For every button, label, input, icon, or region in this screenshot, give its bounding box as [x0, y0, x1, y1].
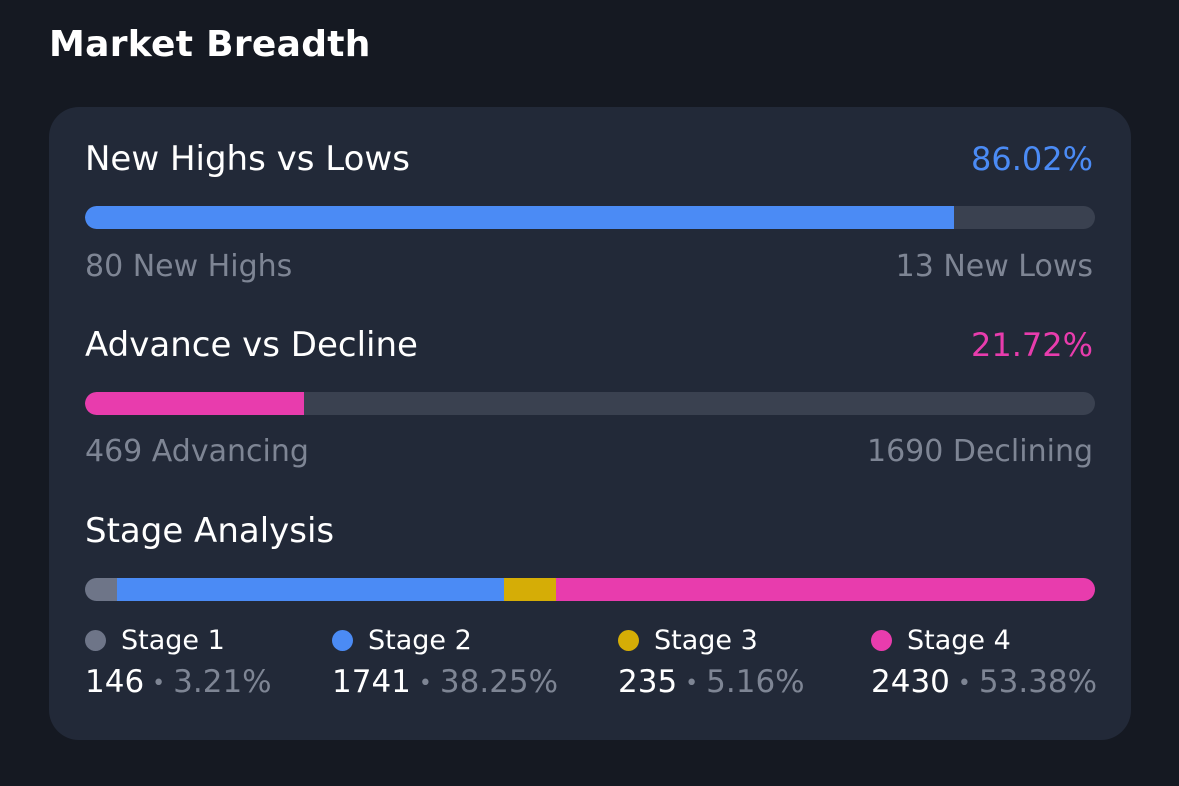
highs-lows-bar-fill — [85, 206, 954, 229]
stage-2-label: Stage 2 — [368, 624, 472, 656]
stage-4-segment — [555, 578, 1095, 601]
stage-4-dot-icon — [871, 629, 892, 651]
separator-dot: • — [152, 671, 166, 696]
separator-dot: • — [418, 671, 432, 696]
stage-2-dot-icon — [332, 629, 353, 651]
highs-lows-title: New Highs vs Lows — [85, 139, 410, 179]
separator-dot: • — [957, 671, 971, 696]
stage-3-percent: 5.16% — [706, 664, 805, 700]
advancing-count: 469 Advancing — [85, 434, 309, 469]
stage-2-count: 1741 — [332, 664, 411, 700]
new-lows-count: 13 New Lows — [895, 249, 1093, 284]
highs-lows-percent: 86.02% — [970, 140, 1093, 178]
stage-4-label: Stage 4 — [907, 624, 1011, 656]
stage-legend-item: Stage 2 1741 • 38.25% — [332, 622, 558, 700]
stage-3-segment — [503, 578, 556, 601]
stage-1-count: 146 — [85, 664, 145, 700]
stage-analysis-title: Stage Analysis — [85, 511, 335, 551]
highs-lows-bar — [85, 206, 1095, 229]
stage-1-dot-icon — [85, 629, 106, 651]
stage-3-label: Stage 3 — [654, 624, 758, 656]
stage-1-label: Stage 1 — [121, 624, 225, 656]
stage-4-count: 2430 — [871, 664, 950, 700]
stage-analysis-bar — [85, 578, 1095, 601]
highs-lows-header: New Highs vs Lows 86.02% — [85, 139, 1093, 179]
stage-legend-item: Stage 1 146 • 3.21% — [85, 622, 272, 700]
highs-lows-footer: 80 New Highs 13 New Lows — [85, 249, 1093, 284]
page-title: Market Breadth — [49, 24, 371, 65]
advance-decline-title: Advance vs Decline — [85, 325, 418, 365]
stage-4-percent: 53.38% — [978, 664, 1098, 700]
stage-legend-item: Stage 4 2430 • 53.38% — [871, 622, 1097, 700]
stage-3-count: 235 — [618, 664, 678, 700]
advance-decline-bar — [85, 392, 1095, 415]
advance-decline-percent: 21.72% — [970, 326, 1093, 364]
declining-count: 1690 Declining — [866, 434, 1093, 469]
stage-1-percent: 3.21% — [173, 664, 272, 700]
advance-decline-footer: 469 Advancing 1690 Declining — [85, 434, 1093, 469]
stage-2-segment — [117, 578, 504, 601]
stage-2-percent: 38.25% — [439, 664, 559, 700]
advance-decline-header: Advance vs Decline 21.72% — [85, 325, 1093, 365]
stage-legend-item: Stage 3 235 • 5.16% — [618, 622, 805, 700]
stage-3-dot-icon — [618, 629, 639, 651]
new-highs-count: 80 New Highs — [85, 249, 293, 284]
stage-analysis-header: Stage Analysis — [85, 511, 1093, 551]
separator-dot: • — [685, 671, 699, 696]
market-breadth-card: New Highs vs Lows 86.02% 80 New Highs 13… — [49, 107, 1131, 740]
stage-1-segment — [85, 578, 118, 601]
stage-legend: Stage 1 146 • 3.21% Stage 2 1741 • 38.25% St… — [85, 622, 1097, 702]
advance-decline-bar-fill — [85, 392, 305, 415]
